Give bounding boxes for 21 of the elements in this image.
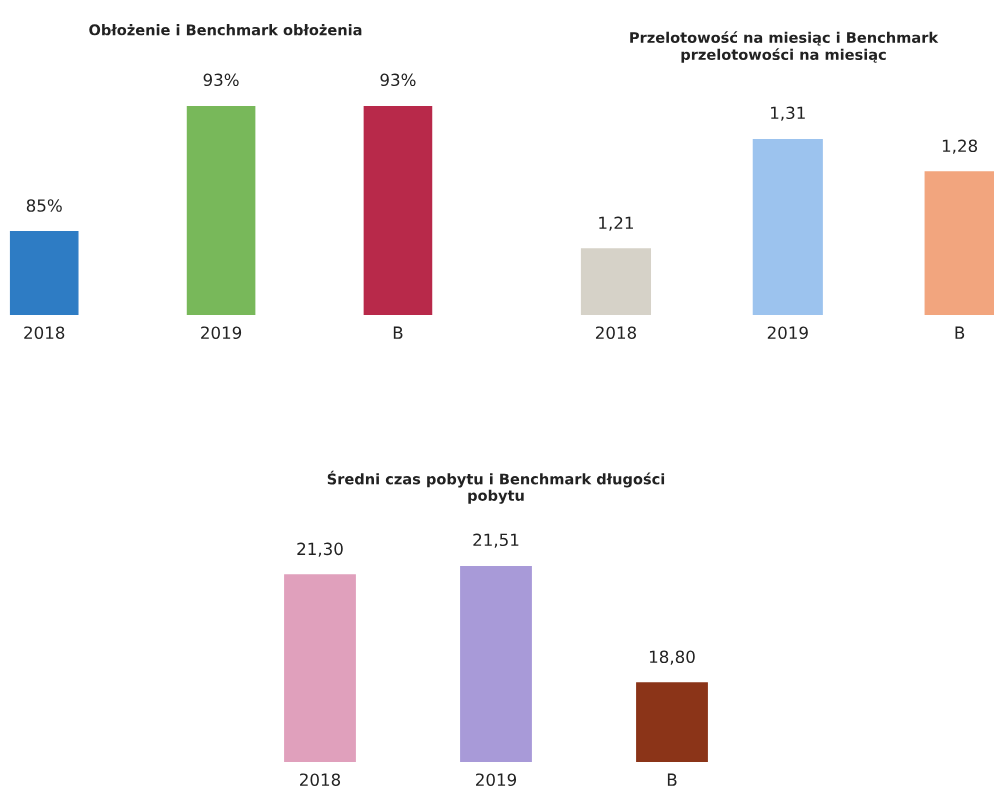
x-tick-label: 2018: [595, 326, 637, 340]
data-label: 93%: [380, 73, 416, 87]
x-tick-label: 2019: [767, 326, 808, 340]
x-tick-label: 2018: [300, 773, 341, 787]
x-tick-label: 2019: [476, 773, 517, 787]
data-label: 1,28: [942, 139, 978, 154]
data-label: 21,51: [473, 533, 519, 548]
chart-title: Przelotowość na miesiąc i Benchmark przelotowości na miesiąc: [630, 31, 939, 63]
data-label: 18,80: [649, 650, 695, 665]
data-label: 1,31: [771, 106, 805, 121]
x-tick-label: 2018: [24, 326, 65, 340]
x-tick-label: 2019: [201, 326, 242, 340]
x-tick-label: B: [393, 326, 403, 339]
chart-title: Średni czas pobytu i Benchmark długości pobytu: [327, 470, 665, 504]
data-label: 1,21: [599, 216, 633, 231]
data-label: 93%: [203, 73, 239, 87]
data-label: 21,30: [297, 542, 343, 557]
x-tick-label: B: [667, 773, 677, 786]
chart-title: Obłożenie i Benchmark obłożenia: [89, 24, 362, 36]
data-label: 85%: [26, 199, 62, 212]
x-tick-label: B: [955, 326, 965, 339]
